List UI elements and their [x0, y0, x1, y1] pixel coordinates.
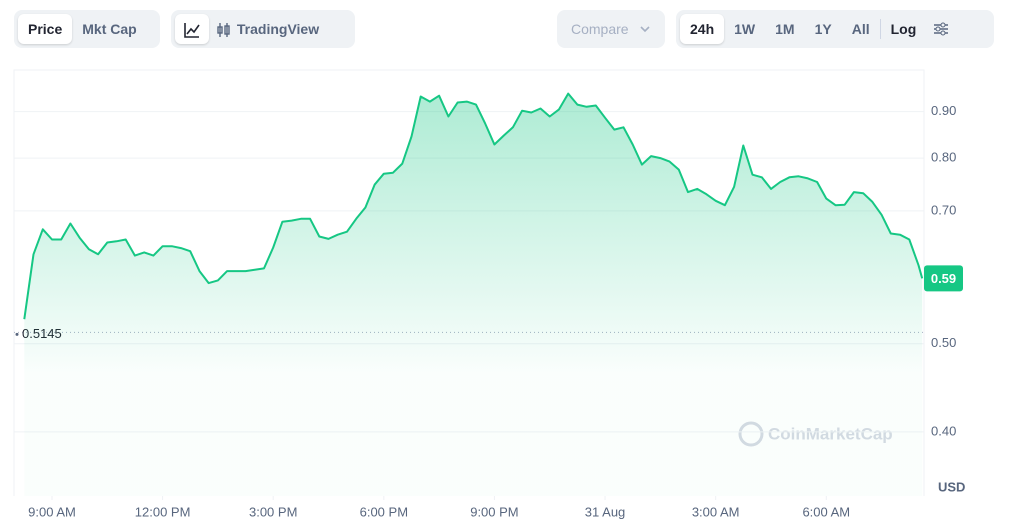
- compare-label: Compare: [571, 21, 629, 37]
- x-tick-label: 3:00 PM: [249, 504, 297, 519]
- current-price-badge: [924, 265, 963, 292]
- compare-dropdown[interactable]: Compare: [557, 10, 665, 48]
- x-tick-label: 12:00 PM: [135, 504, 191, 519]
- y-unit: USD: [938, 479, 965, 494]
- chevron: [640, 26, 650, 33]
- x-tick-label: 6:00 PM: [360, 504, 408, 519]
- chart-type-toggle: TradingView: [171, 10, 355, 48]
- price-line: [23, 92, 924, 320]
- log-button[interactable]: Log: [890, 21, 917, 37]
- x-tick-label: 9:00 PM: [470, 504, 518, 519]
- current-price-label: 0.59: [931, 271, 956, 286]
- range-toggle: 24h 1W 1M 1Y All Log: [676, 10, 994, 48]
- watermark-logo: [738, 421, 764, 447]
- x-tick-label: 31 Aug: [585, 504, 626, 519]
- candle-icon: [217, 23, 230, 38]
- x-tick-label: 9:00 AM: [28, 504, 76, 519]
- price-button[interactable]: Price: [18, 14, 73, 44]
- y-tick-label: 0.80: [931, 150, 956, 165]
- range-button[interactable]: All: [851, 21, 870, 37]
- price-toggle: Price Mkt Cap: [14, 10, 160, 48]
- watermark: CoinMarketCap: [768, 424, 893, 443]
- area-fill: [24, 93, 923, 496]
- y-tick-label: 0.40: [931, 423, 956, 438]
- y-tick-label: 0.90: [931, 103, 956, 118]
- line-chart-button[interactable]: [175, 14, 209, 44]
- mkt-cap-button[interactable]: Mkt Cap: [82, 21, 137, 37]
- range-button[interactable]: 24h: [680, 14, 725, 44]
- tradingview-label: TradingView: [236, 21, 320, 37]
- plot-frame: [13, 69, 925, 496]
- range-button[interactable]: 1Y: [814, 21, 832, 37]
- open-price-label: 0.5145: [22, 326, 62, 341]
- y-tick-label: 0.50: [931, 335, 956, 350]
- open-price-dot: [15, 332, 19, 336]
- range-button[interactable]: 1M: [775, 21, 795, 37]
- range-button[interactable]: 1W: [734, 21, 756, 37]
- x-tick-label: 3:00 AM: [692, 504, 740, 519]
- line-icon: [184, 23, 200, 39]
- settings-icon[interactable]: [932, 20, 950, 38]
- tradingview-button[interactable]: TradingView: [209, 14, 325, 44]
- separator: [879, 19, 881, 39]
- x-tick-label: 6:00 AM: [802, 504, 850, 519]
- y-tick-label: 0.70: [931, 202, 956, 217]
